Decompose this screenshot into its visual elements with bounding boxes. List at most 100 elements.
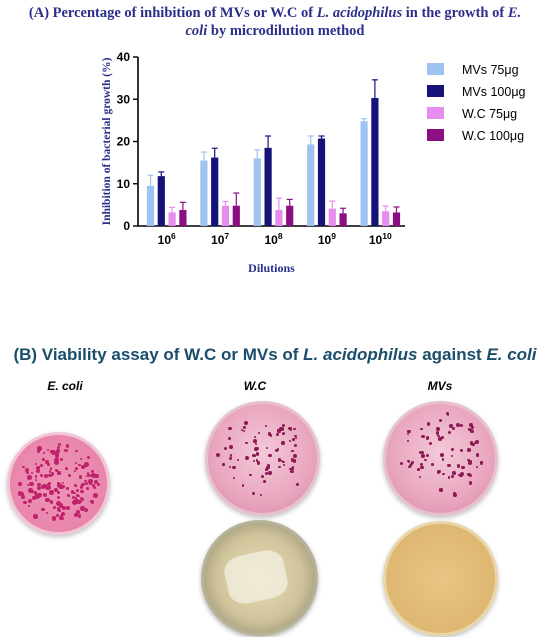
colony bbox=[77, 463, 81, 467]
colony bbox=[426, 422, 431, 426]
colony bbox=[49, 489, 54, 495]
colony bbox=[26, 470, 30, 475]
colony bbox=[468, 460, 472, 464]
y-tick-label: 10 bbox=[117, 177, 131, 191]
colony bbox=[257, 431, 261, 434]
colony bbox=[460, 449, 464, 453]
x-tick-label: 107 bbox=[211, 231, 229, 247]
colony bbox=[86, 472, 90, 475]
colony bbox=[54, 457, 60, 463]
colony bbox=[447, 475, 451, 479]
colony bbox=[54, 460, 60, 466]
colony bbox=[27, 504, 31, 508]
colony bbox=[81, 498, 84, 501]
panel-a-title: (A) Percentage of inhibition of MVs or W… bbox=[20, 4, 530, 40]
legend-label: MVs 75μg bbox=[462, 63, 519, 77]
colony bbox=[71, 500, 77, 506]
colony bbox=[28, 499, 32, 503]
colony bbox=[62, 482, 65, 485]
colony bbox=[282, 460, 285, 464]
colony bbox=[278, 465, 281, 469]
colony bbox=[265, 446, 269, 450]
colony bbox=[293, 427, 296, 431]
bar bbox=[232, 205, 240, 226]
colony bbox=[480, 461, 484, 465]
colony bbox=[252, 438, 257, 443]
colony bbox=[453, 492, 456, 495]
colony bbox=[36, 468, 41, 473]
colony bbox=[456, 423, 460, 428]
colony bbox=[290, 429, 293, 432]
colony bbox=[17, 481, 22, 486]
colony bbox=[77, 495, 80, 498]
colony bbox=[292, 438, 295, 441]
colony bbox=[41, 507, 45, 512]
colony bbox=[419, 428, 422, 431]
colony bbox=[47, 463, 50, 466]
colony bbox=[435, 427, 440, 432]
colony bbox=[236, 459, 239, 462]
colony bbox=[73, 491, 76, 495]
colony bbox=[469, 441, 473, 445]
colony bbox=[251, 492, 255, 496]
colony bbox=[425, 453, 430, 458]
colony bbox=[29, 482, 34, 486]
colony bbox=[446, 413, 449, 416]
colony bbox=[31, 490, 35, 494]
bacterial-lawn bbox=[221, 547, 291, 607]
bar bbox=[360, 121, 368, 226]
colony bbox=[57, 491, 61, 495]
colony bbox=[55, 452, 60, 456]
colony bbox=[435, 431, 440, 435]
x-tick-label: 106 bbox=[158, 231, 176, 247]
colony bbox=[74, 513, 78, 517]
colony bbox=[289, 467, 292, 470]
colony bbox=[294, 436, 297, 440]
bar bbox=[253, 158, 261, 226]
colony bbox=[65, 467, 69, 471]
plate-label-mvs: MVs bbox=[427, 379, 453, 393]
colony bbox=[75, 462, 78, 465]
colony bbox=[242, 429, 246, 432]
colony bbox=[59, 503, 64, 508]
bar bbox=[286, 205, 294, 226]
colony bbox=[60, 458, 64, 462]
colony bbox=[437, 471, 440, 474]
colony bbox=[467, 428, 470, 431]
colony bbox=[243, 420, 248, 425]
bar bbox=[275, 209, 283, 226]
colony bbox=[471, 425, 475, 429]
colony bbox=[252, 453, 256, 457]
colony bbox=[222, 463, 225, 466]
colony bbox=[50, 450, 56, 456]
colony bbox=[81, 497, 85, 501]
colony bbox=[451, 426, 455, 431]
legend-swatch bbox=[427, 107, 444, 119]
colony bbox=[276, 447, 280, 451]
colony bbox=[40, 464, 44, 467]
colony bbox=[268, 453, 272, 458]
colony bbox=[276, 433, 280, 437]
colony bbox=[407, 439, 410, 442]
colony bbox=[408, 465, 411, 469]
colony bbox=[45, 485, 51, 491]
colony bbox=[96, 482, 101, 487]
legend-label: MVs 100μg bbox=[462, 85, 526, 99]
colony bbox=[79, 458, 82, 461]
colony bbox=[70, 490, 75, 494]
colony bbox=[66, 506, 71, 510]
colony bbox=[476, 453, 480, 457]
colony bbox=[421, 434, 425, 439]
colony bbox=[440, 435, 445, 439]
colony bbox=[55, 454, 59, 458]
colony bbox=[269, 434, 272, 437]
colony bbox=[39, 473, 44, 478]
colony bbox=[57, 496, 61, 500]
colony bbox=[37, 446, 42, 451]
colony bbox=[30, 471, 34, 475]
panel-a-title-suffix: by microdilution method bbox=[207, 23, 365, 39]
colony bbox=[267, 463, 271, 467]
bar bbox=[168, 212, 176, 226]
colony bbox=[20, 494, 25, 499]
colony bbox=[471, 430, 474, 433]
